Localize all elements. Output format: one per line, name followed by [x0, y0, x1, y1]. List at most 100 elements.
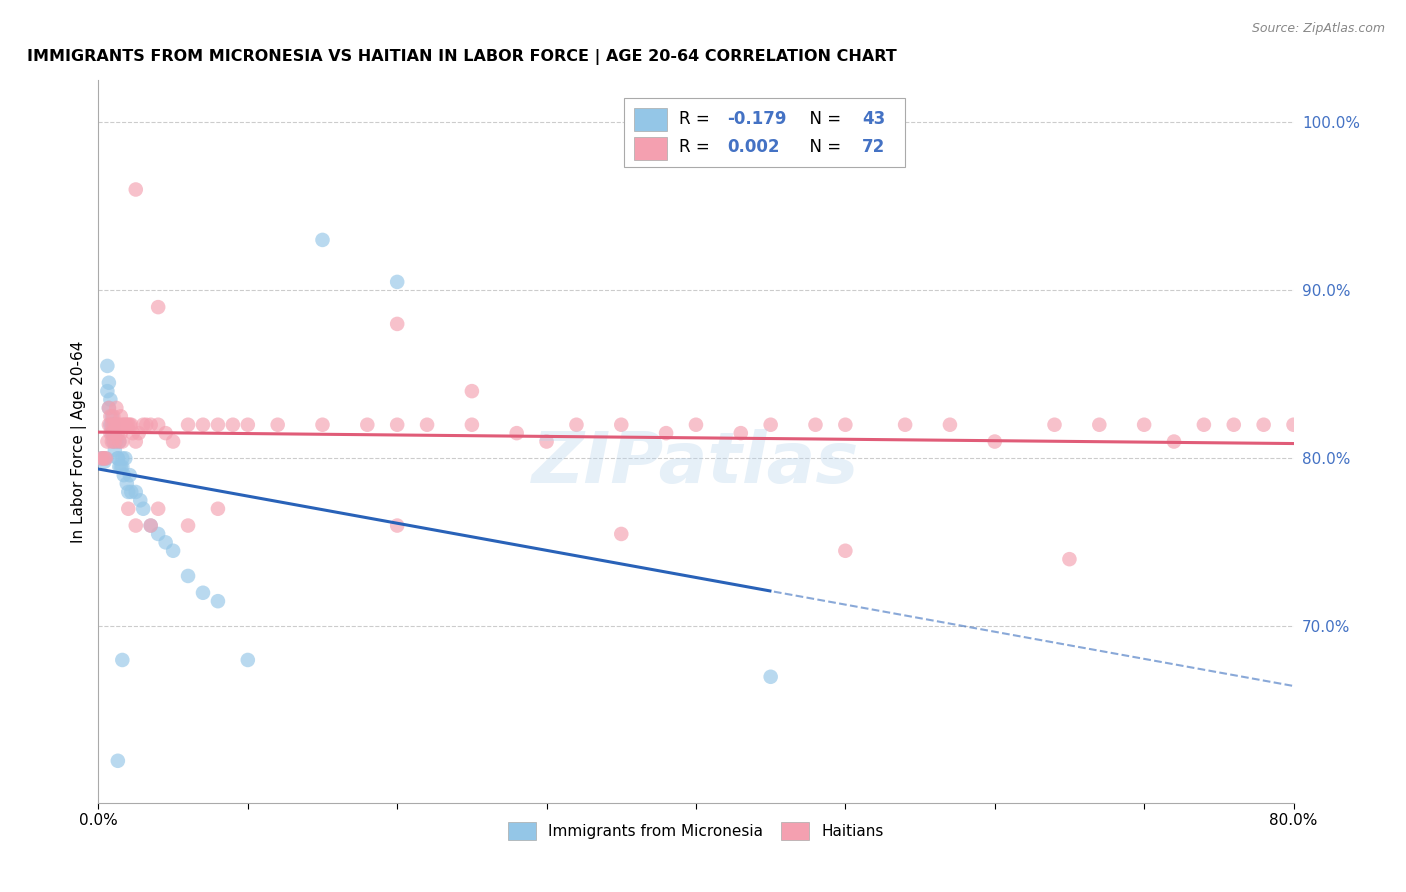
Point [120, 485, 142, 500]
Point [103, 417, 125, 432]
Point [114, 417, 136, 432]
Point [94, 451, 117, 466]
Point [1059, 552, 1081, 566]
Point [101, 417, 124, 432]
Point [117, 417, 139, 432]
Point [115, 476, 138, 491]
Point [96, 384, 118, 398]
Point [91, 451, 114, 466]
Point [162, 434, 184, 449]
Point [177, 417, 200, 432]
Point [101, 426, 124, 441]
Point [103, 409, 125, 424]
Text: 72: 72 [862, 138, 886, 156]
Point [118, 468, 141, 483]
Point [416, 417, 439, 432]
Point [101, 434, 124, 449]
Point [804, 417, 827, 432]
Point [112, 417, 135, 432]
Point [128, 426, 150, 441]
Point [111, 459, 134, 474]
Text: 43: 43 [862, 111, 886, 128]
Point [107, 754, 129, 768]
Point [108, 417, 131, 432]
Point [132, 501, 155, 516]
Point [108, 459, 131, 474]
Point [91, 451, 114, 466]
Point [98, 417, 122, 432]
Point [125, 518, 148, 533]
Point [207, 417, 229, 432]
Point [461, 417, 484, 432]
Point [236, 653, 259, 667]
Point [108, 434, 131, 449]
Point [111, 653, 134, 667]
Point [385, 518, 409, 533]
Point [655, 426, 678, 441]
Point [96, 359, 118, 373]
Point [115, 417, 138, 432]
Point [125, 182, 148, 196]
Point [107, 451, 129, 466]
Point [939, 417, 962, 432]
Point [685, 417, 707, 432]
Point [1163, 434, 1185, 449]
Point [104, 417, 127, 432]
Text: -0.179: -0.179 [727, 111, 786, 128]
Point [110, 459, 132, 474]
Point [125, 485, 148, 500]
Point [104, 426, 127, 441]
Point [90, 451, 112, 466]
Point [110, 426, 132, 441]
Point [730, 426, 752, 441]
Point [191, 586, 214, 600]
Point [834, 417, 856, 432]
Point [236, 417, 259, 432]
Point [207, 594, 229, 608]
Point [98, 409, 122, 424]
Point [98, 426, 122, 441]
Point [565, 417, 588, 432]
Point [148, 300, 170, 314]
Point [536, 434, 558, 449]
Point [1043, 417, 1066, 432]
Text: ZIPatlas: ZIPatlas [533, 429, 859, 498]
Point [105, 434, 128, 449]
Point [1282, 417, 1305, 432]
Point [155, 535, 177, 549]
Point [90, 451, 112, 466]
Point [385, 275, 409, 289]
Point [121, 426, 143, 441]
Point [894, 417, 917, 432]
Point [155, 426, 177, 441]
Point [94, 451, 117, 466]
Point [104, 434, 127, 449]
Point [118, 417, 141, 432]
Point [759, 670, 782, 684]
Point [132, 417, 155, 432]
Point [117, 485, 139, 500]
Point [1223, 417, 1246, 432]
Point [93, 451, 115, 466]
Point [222, 417, 245, 432]
FancyBboxPatch shape [634, 136, 668, 160]
Point [1253, 417, 1275, 432]
Text: N =: N = [799, 138, 846, 156]
Text: IMMIGRANTS FROM MICRONESIA VS HAITIAN IN LABOR FORCE | AGE 20-64 CORRELATION CHA: IMMIGRANTS FROM MICRONESIA VS HAITIAN IN… [27, 49, 897, 65]
Point [385, 417, 409, 432]
Point [759, 417, 782, 432]
Point [97, 401, 120, 415]
Point [120, 417, 142, 432]
FancyBboxPatch shape [634, 108, 668, 131]
Point [97, 417, 120, 432]
Text: 0.002: 0.002 [727, 138, 779, 156]
Point [103, 426, 125, 441]
Point [103, 434, 125, 449]
Legend: Immigrants from Micronesia, Haitians: Immigrants from Micronesia, Haitians [501, 814, 891, 847]
Point [110, 409, 132, 424]
Point [117, 501, 139, 516]
Y-axis label: In Labor Force | Age 20-64: In Labor Force | Age 20-64 [72, 341, 87, 542]
Point [111, 417, 134, 432]
Point [107, 426, 129, 441]
Point [105, 417, 128, 432]
